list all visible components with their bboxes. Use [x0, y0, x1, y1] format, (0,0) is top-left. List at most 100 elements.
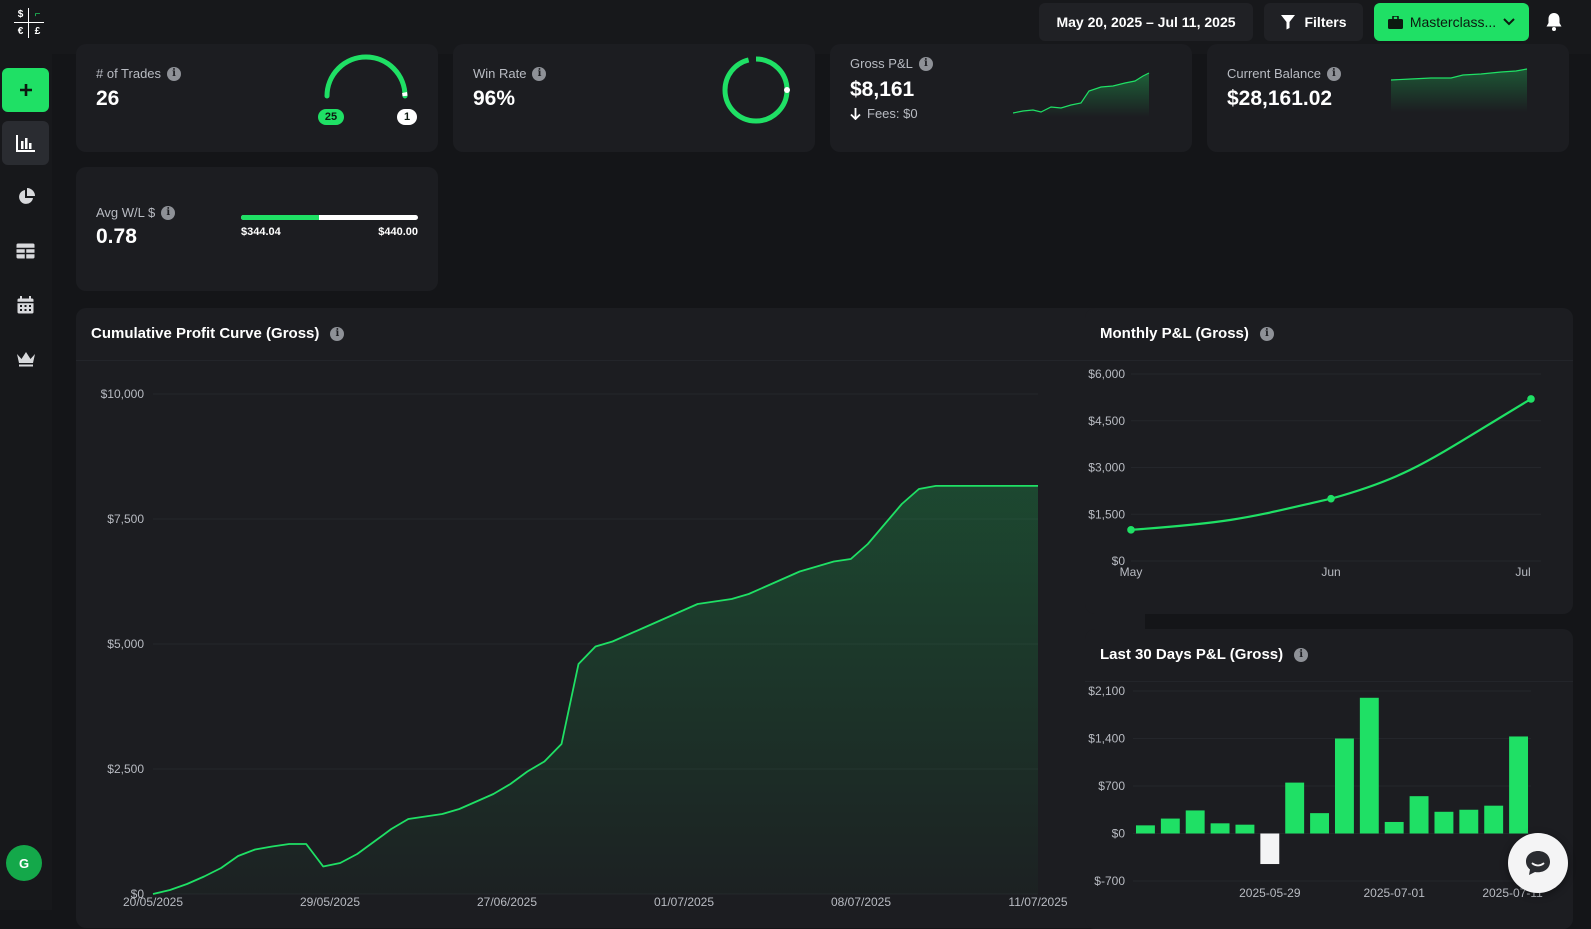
pnl-bar [1409, 796, 1429, 834]
avg-win-fill [241, 215, 319, 220]
sidebar-item-reports[interactable] [2, 175, 49, 219]
chat-support-button[interactable] [1508, 833, 1568, 893]
arrow-down-icon [850, 107, 861, 120]
info-icon[interactable]: i [167, 66, 182, 81]
fees-row: Fees: $0 [850, 106, 918, 121]
trades-gauge [324, 54, 408, 99]
avatar-initial: G [18, 855, 30, 871]
sidebar-item-dashboard[interactable] [2, 121, 49, 165]
info-icon[interactable]: i [1259, 326, 1274, 341]
logo-mark: ⌐ [34, 9, 41, 20]
y-tick-label: $5,000 [107, 637, 144, 651]
app-logo[interactable]: $ ⌐ € £ [12, 6, 46, 40]
data-point [1327, 494, 1335, 503]
plus-icon [19, 84, 32, 96]
chevron-down-icon [1503, 18, 1515, 26]
account-select-button[interactable]: Masterclass... [1374, 3, 1529, 41]
y-tick-label: $0 [1112, 827, 1126, 841]
account-label: Masterclass... [1409, 14, 1497, 30]
monthly-pnl-chart: $0 $1,500 $3,000 $4,500 $6,000 May Jun Jul [1088, 367, 1541, 579]
date-range-label: May 20, 2025 – Jul 11, 2025 [1056, 14, 1236, 30]
win-rate-value: 96% [473, 87, 516, 110]
trades-count-value: 26 [96, 87, 120, 110]
table-icon [16, 243, 35, 259]
notification-bell-icon[interactable] [1544, 12, 1564, 32]
pnl-bar [1434, 811, 1454, 834]
monthly-title: Monthly P&L (Gross) [1100, 325, 1249, 342]
trades-count-label-row: # of Trades i [96, 66, 182, 81]
filters-label: Filters [1304, 14, 1347, 30]
pnl-bar [1185, 810, 1205, 834]
x-tick-label: 11/07/2025 [1008, 895, 1067, 909]
briefcase-icon [1387, 15, 1403, 29]
avg-wl-label-row: Avg W/L $ i [96, 205, 176, 220]
y-tick-label: $2,500 [107, 762, 144, 776]
sidebar: G [0, 54, 52, 910]
cumulative-profit-panel: Cumulative Profit Curve (Gross) i $0 $2,5… [76, 308, 1145, 928]
info-icon[interactable]: i [161, 205, 176, 220]
y-tick-label: $7,500 [107, 512, 144, 526]
y-tick-label: $2,100 [1088, 684, 1125, 698]
bar-chart-icon [15, 135, 35, 152]
last30-title: Last 30 Days P&L (Gross) [1100, 646, 1284, 663]
y-tick-label: $1,500 [1088, 507, 1125, 521]
sidebar-item-calendar[interactable] [2, 283, 49, 327]
gross-pnl-card: Gross P&L i $8,161 Fees: $0 [830, 44, 1192, 152]
x-tick-label: Jul [1515, 565, 1530, 579]
data-point [1527, 395, 1535, 403]
profit-line [152, 485, 1038, 895]
profit-area [153, 485, 1038, 894]
x-tick-label: Jun [1321, 565, 1340, 579]
info-icon[interactable]: i [1294, 647, 1309, 662]
balance-sparkline [1391, 68, 1528, 112]
filters-button[interactable]: Filters [1264, 3, 1363, 41]
info-icon[interactable]: i [532, 66, 547, 81]
logo-pound: £ [34, 26, 41, 37]
info-icon[interactable]: i [1326, 66, 1341, 81]
last30-title-row: Last 30 Days P&L (Gross) i [1100, 646, 1309, 663]
y-tick-label: $1,400 [1088, 732, 1125, 746]
filter-icon [1281, 15, 1296, 30]
crown-icon [16, 352, 35, 367]
gauge-wins-arc [324, 54, 408, 99]
info-icon[interactable]: i [918, 56, 933, 71]
wins-badge: 25 [318, 109, 344, 125]
pnl-bar [1359, 697, 1379, 834]
x-tick-label: May [1120, 565, 1143, 579]
last-30-days-chart: $-700 $0 $700 $1,400 $2,100 2025-05-29 2025-07… [1088, 684, 1543, 900]
pnl-bar [1235, 824, 1255, 834]
y-tick-label: $3,000 [1088, 461, 1125, 475]
losses-badge: 1 [397, 109, 417, 125]
cumulative-profit-chart: $0 $2,500 $5,000 $7,500 $10,000 20/05/2025 29/… [101, 387, 1068, 909]
gross-pnl-label: Gross P&L [850, 56, 913, 71]
sidebar-item-premium[interactable] [2, 337, 49, 381]
avg-wl-label: Avg W/L $ [96, 205, 156, 220]
y-tick-label: $6,000 [1088, 367, 1125, 381]
date-range-button[interactable]: May 20, 2025 – Jul 11, 2025 [1039, 3, 1253, 41]
logo-dollar: $ [17, 9, 24, 20]
win-rate-card: Win Rate i 96% [453, 44, 815, 152]
loss-rate-dot [784, 87, 790, 93]
x-tick-label: 20/05/2025 [123, 895, 183, 909]
monthly-title-row: Monthly P&L (Gross) i [1100, 325, 1274, 342]
gross-pnl-label-row: Gross P&L i [850, 56, 933, 71]
add-trade-button[interactable] [2, 68, 49, 112]
avg-win-value: $344.04 [241, 226, 281, 238]
logo-euro: € [17, 26, 24, 37]
pnl-bar [1135, 825, 1155, 834]
pnl-bar [1334, 738, 1354, 834]
pnl-bar [1509, 736, 1529, 834]
pnl-bar [1459, 809, 1479, 834]
x-tick-label: 01/07/2025 [654, 895, 714, 909]
pnl-bar [1285, 782, 1305, 834]
balance-label: Current Balance [1227, 66, 1321, 81]
x-tick-label: 2025-07-01 [1363, 886, 1425, 900]
chat-icon [1526, 851, 1550, 875]
info-icon[interactable]: i [330, 326, 345, 341]
balance-label-row: Current Balance i [1227, 66, 1341, 81]
pie-chart-icon [18, 188, 35, 204]
avg-win-loss-card: Avg W/L $ i 0.78 $344.04 $440.00 [76, 167, 438, 291]
sidebar-item-trades[interactable] [2, 229, 49, 273]
avg-loss-value: $440.00 [378, 226, 418, 238]
user-avatar[interactable]: G [6, 845, 42, 881]
